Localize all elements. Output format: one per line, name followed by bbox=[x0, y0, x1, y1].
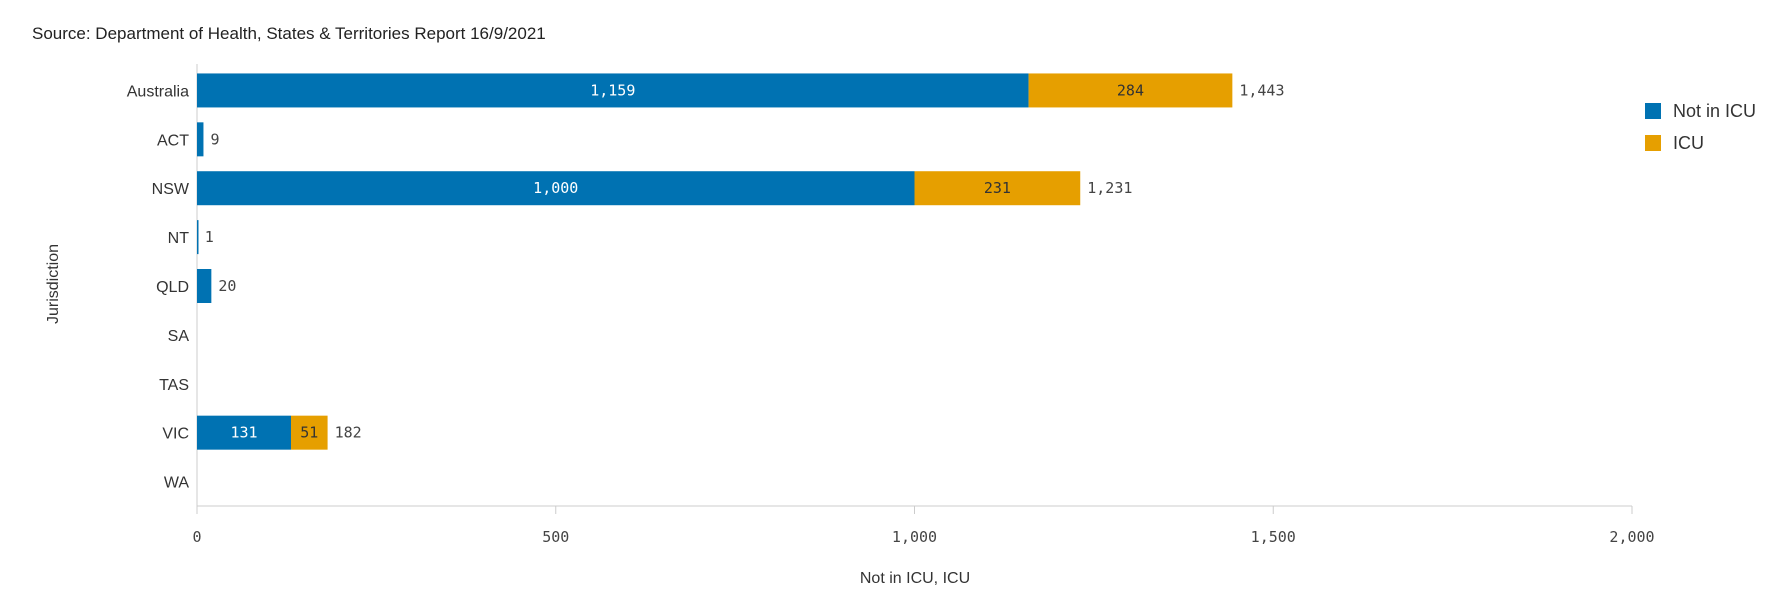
segment-label: 131 bbox=[230, 424, 257, 442]
bar-segment bbox=[197, 269, 212, 303]
bar-segment bbox=[197, 415, 291, 450]
category-label: SA bbox=[168, 328, 190, 345]
category-label: Australia bbox=[127, 83, 189, 100]
category-label: NT bbox=[168, 230, 190, 247]
legend-item-not-in-icu[interactable]: Not in ICU bbox=[1645, 100, 1756, 122]
legend: Not in ICU ICU bbox=[1645, 100, 1756, 164]
x-tick-label: 0 bbox=[192, 528, 201, 546]
bar-segment bbox=[197, 122, 204, 157]
source-note: Source: Department of Health, States & T… bbox=[32, 24, 546, 43]
bar-segment bbox=[197, 171, 915, 206]
x-tick-label: 1,500 bbox=[1251, 528, 1296, 546]
total-label: 1,443 bbox=[1239, 81, 1284, 99]
x-tick-label: 1,000 bbox=[892, 528, 937, 546]
bar-segment bbox=[914, 171, 1081, 206]
bar-segment bbox=[1028, 73, 1233, 108]
legend-label-icu: ICU bbox=[1673, 132, 1704, 153]
legend-swatch-not-in-icu bbox=[1645, 103, 1661, 119]
segment-label: 1,159 bbox=[590, 81, 635, 99]
x-axis-label: Not in ICU, ICU bbox=[859, 570, 971, 587]
bar-segment bbox=[197, 73, 1029, 108]
segment-label: 51 bbox=[300, 424, 318, 442]
x-tick-label: 500 bbox=[542, 528, 569, 546]
total-label: 1 bbox=[205, 228, 214, 246]
x-tick-label: 2,000 bbox=[1609, 528, 1654, 546]
bar-segment bbox=[197, 220, 199, 255]
category-label: VIC bbox=[162, 426, 189, 443]
segment-label: 231 bbox=[984, 179, 1011, 197]
total-label: 182 bbox=[335, 424, 362, 442]
legend-item-icu[interactable]: ICU bbox=[1645, 132, 1756, 154]
category-label: TAS bbox=[159, 377, 189, 394]
bar-segment bbox=[290, 415, 328, 450]
total-label: 1,231 bbox=[1087, 179, 1132, 197]
segment-label: 1,000 bbox=[533, 179, 578, 197]
category-label: NSW bbox=[152, 181, 190, 198]
category-label: QLD bbox=[156, 279, 189, 296]
total-label: 20 bbox=[218, 277, 236, 295]
y-axis-label: Jurisdiction bbox=[45, 243, 62, 325]
legend-swatch-icu bbox=[1645, 135, 1661, 151]
segment-label: 284 bbox=[1117, 81, 1144, 99]
legend-label-not-in-icu: Not in ICU bbox=[1673, 100, 1757, 121]
total-label: 9 bbox=[210, 130, 219, 148]
category-label: ACT bbox=[157, 132, 189, 149]
category-label: WA bbox=[164, 475, 190, 492]
